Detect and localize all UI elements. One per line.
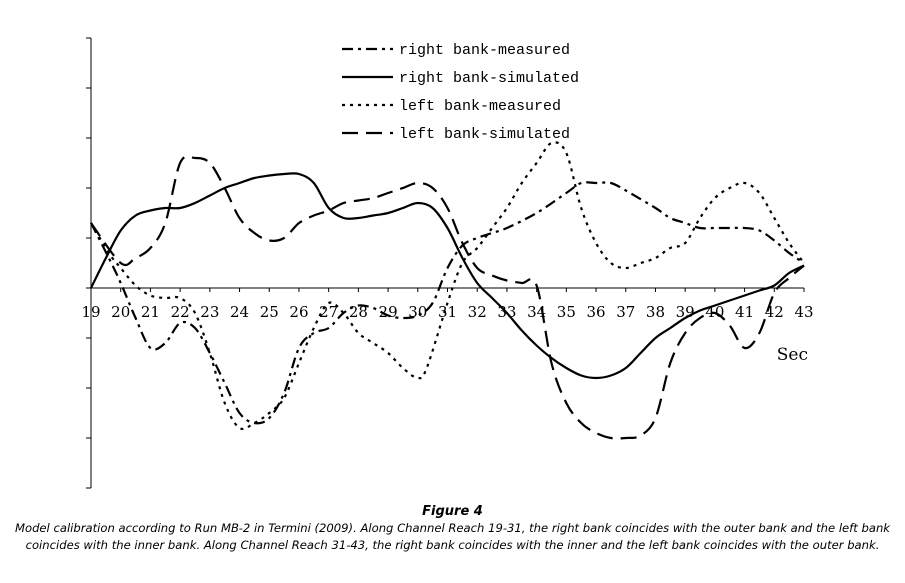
chart-legend: right bank-measured right bank-simulated l… xyxy=(342,42,579,143)
series-layer xyxy=(90,141,805,440)
x-tick-label: 43 xyxy=(794,303,813,321)
series-line-right-bank-simulated xyxy=(90,172,805,380)
x-tick-label: 31 xyxy=(438,303,457,321)
x-tick-label: 30 xyxy=(408,303,427,321)
series-line-left-bank-measured xyxy=(90,141,805,431)
legend-label-right-bank-simulated: right bank-simulated xyxy=(399,70,579,87)
x-tick-label: 25 xyxy=(260,303,279,321)
series-line-right-bank-measured xyxy=(90,181,805,425)
legend-label-left-bank-simulated: left bank-simulated xyxy=(399,126,570,143)
x-tick-label: 21 xyxy=(141,303,160,321)
x-tick-label: 26 xyxy=(289,303,308,321)
x-tick-label: 36 xyxy=(586,303,605,321)
x-tick-label: 42 xyxy=(765,303,784,321)
figure-title: Figure 4 xyxy=(422,504,483,519)
x-tick-label: 29 xyxy=(379,303,398,321)
x-tick-label: 35 xyxy=(557,303,576,321)
x-tick-label: 20 xyxy=(111,303,130,321)
x-tick-label: 22 xyxy=(171,303,190,321)
x-tick-label: 32 xyxy=(468,303,487,321)
x-tick-label: 34 xyxy=(527,303,546,321)
x-axis-ticks xyxy=(90,288,805,292)
x-tick-label: 19 xyxy=(81,303,100,321)
x-tick-label: 37 xyxy=(616,303,635,321)
x-tick-label: 28 xyxy=(349,303,368,321)
x-axis-tick-labels: 19 20 21 22 23 24 25 26 27 28 29 30 31 32 33 34 35 36 37 38… xyxy=(81,303,813,321)
x-axis-unit-label: Sec xyxy=(777,345,808,365)
line-chart: right bank-measured right bank-simulated l… xyxy=(81,37,814,489)
series-line-left-bank-simulated xyxy=(90,155,805,440)
x-tick-label: 23 xyxy=(200,303,219,321)
x-tick-label: 40 xyxy=(705,303,724,321)
x-tick-label: 41 xyxy=(735,303,754,321)
legend-label-right-bank-measured: right bank-measured xyxy=(399,42,570,59)
legend-label-left-bank-measured: left bank-measured xyxy=(399,98,561,115)
x-tick-label: 24 xyxy=(230,303,249,321)
x-tick-label: 38 xyxy=(646,303,665,321)
x-tick-label: 39 xyxy=(676,303,695,321)
x-tick-label: 27 xyxy=(319,303,338,321)
y-axis-ticks xyxy=(86,37,91,489)
x-tick-label: 33 xyxy=(497,303,516,321)
figure-caption: Model calibration according to Run MB-2 … xyxy=(14,521,891,552)
